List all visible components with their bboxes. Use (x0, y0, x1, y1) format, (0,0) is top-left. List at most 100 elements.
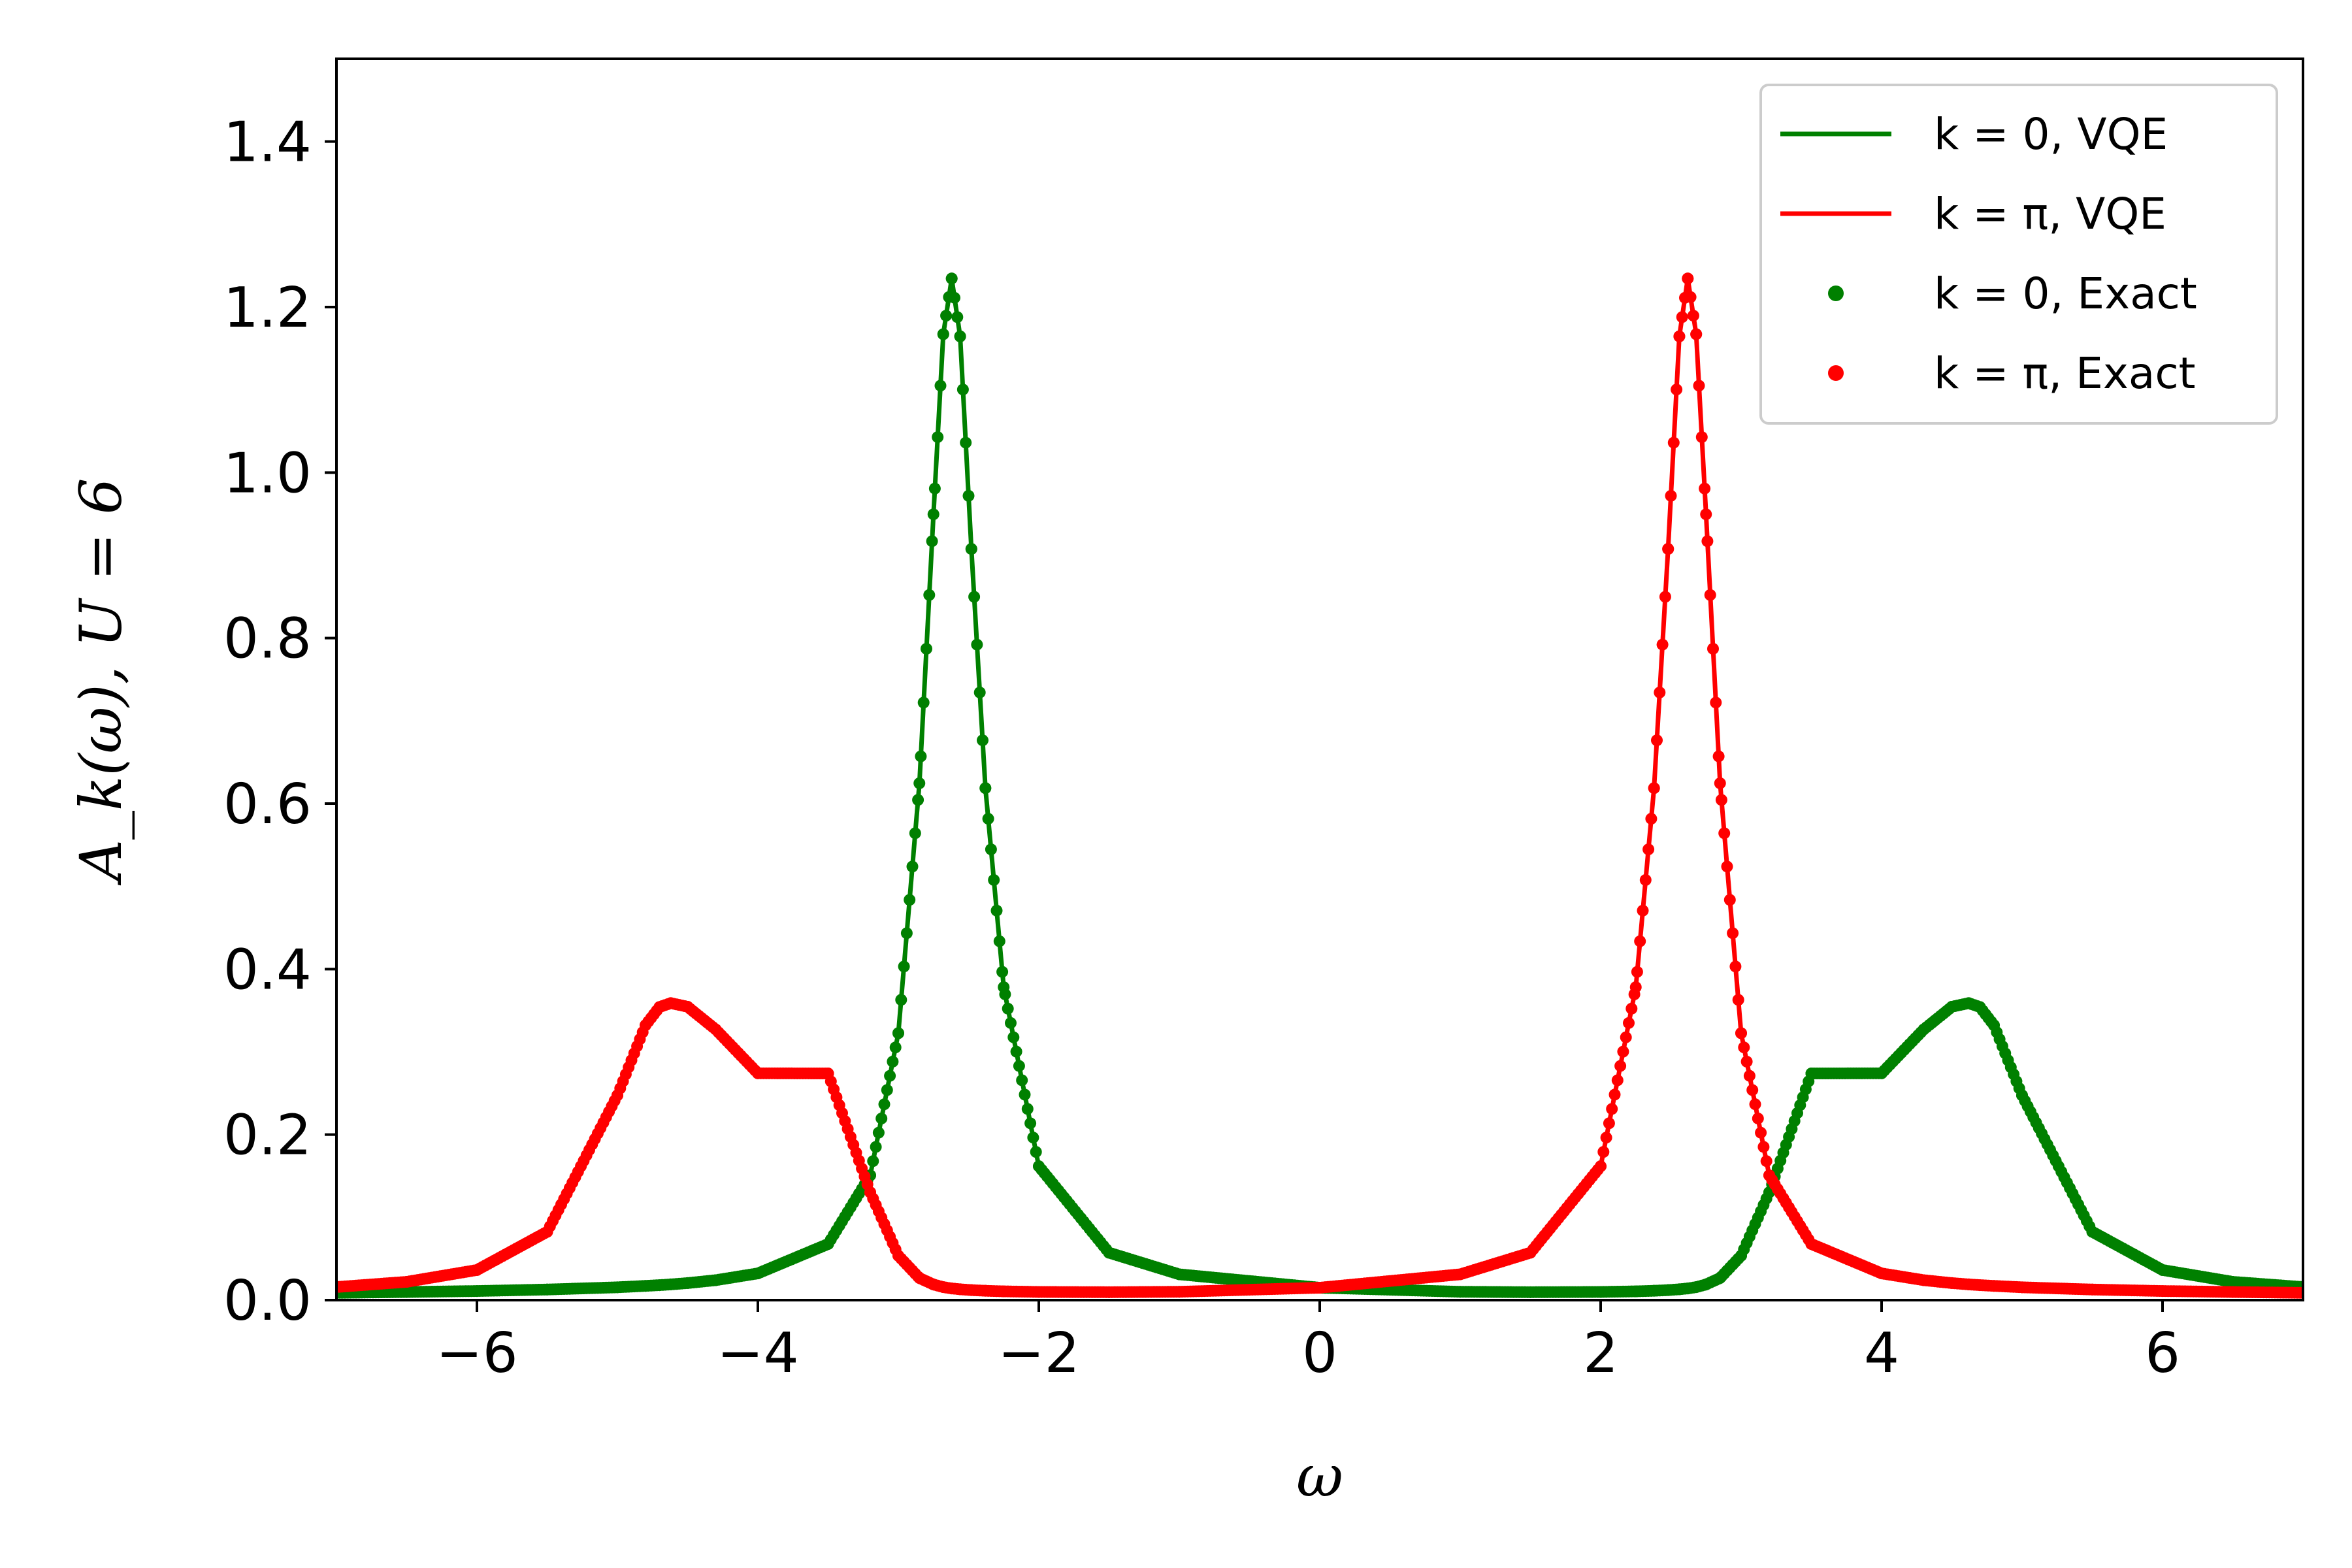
data-point (1673, 330, 1686, 342)
data-point (1024, 1117, 1037, 1130)
data-point (1628, 988, 1641, 1000)
data-point (927, 508, 939, 521)
data-point (1013, 1060, 1025, 1072)
data-point (1606, 1103, 1618, 1115)
x-axis: −6 −4 −2 0 2 4 6 (436, 1300, 2180, 1386)
legend-entries: k = 0, VQE k = π, VQE k = 0, Exact k = π, E… (1780, 109, 2197, 399)
data-point (962, 489, 975, 502)
data-point (956, 384, 969, 396)
data-point (940, 310, 953, 322)
data-point (1645, 813, 1658, 825)
data-point (1749, 1098, 1761, 1111)
data-point (999, 988, 1011, 1000)
data-point (1714, 777, 1726, 789)
data-point (937, 328, 949, 340)
data-point (889, 1041, 902, 1054)
data-point (1625, 1002, 1638, 1015)
data-point (982, 813, 994, 825)
data-point (1642, 843, 1655, 856)
data-point (1021, 1103, 1034, 1115)
data-point (1682, 272, 1694, 285)
data-point (932, 431, 944, 444)
data-point (1676, 311, 1688, 323)
data-point (1732, 994, 1744, 1006)
data-point (887, 1055, 899, 1068)
legend-label: k = 0, Exact (1934, 269, 2197, 319)
data-point (968, 591, 981, 603)
data-point (2297, 1286, 2303, 1299)
data-point (906, 860, 919, 873)
data-point (909, 827, 921, 840)
data-point (1740, 1055, 1753, 1068)
data-point (949, 291, 960, 304)
series-dots-k-0-exact (336, 272, 2303, 1299)
y-tick-label: 1.4 (223, 110, 312, 175)
data-point (1623, 1017, 1635, 1029)
data-point (1710, 696, 1722, 709)
data-point (1631, 966, 1643, 978)
data-point (923, 589, 936, 601)
data-point (1727, 927, 1739, 939)
y-tick-label: 0.2 (223, 1103, 312, 1168)
data-point (1656, 638, 1669, 651)
data-point (1695, 431, 1708, 444)
y-tick-label: 0.8 (223, 607, 312, 672)
data-point (960, 436, 972, 449)
data-point (971, 638, 983, 651)
data-point (945, 272, 958, 285)
data-point (926, 535, 938, 547)
data-point (1755, 1126, 1767, 1139)
legend-label: k = π, VQE (1934, 189, 2166, 239)
data-point (965, 543, 977, 555)
data-point (1752, 1112, 1764, 1124)
data-point (1662, 543, 1674, 555)
data-point (1715, 794, 1727, 806)
data-point (954, 330, 966, 342)
x-tick-label: −6 (436, 1321, 517, 1386)
data-point (1700, 508, 1712, 521)
data-point (1684, 291, 1697, 303)
data-point (934, 380, 947, 392)
data-point (979, 782, 992, 794)
data-point (870, 1141, 882, 1153)
data-point (892, 1027, 904, 1039)
x-tick-label: −4 (717, 1321, 798, 1386)
data-point (1667, 436, 1680, 449)
data-point (912, 794, 924, 806)
legend-label: k = 0, VQE (1934, 109, 2168, 159)
data-point (881, 1084, 893, 1096)
series-dots-k-exact (336, 272, 2303, 1299)
data-point (1699, 482, 1711, 495)
x-tick-label: 0 (1302, 1321, 1337, 1386)
data-point (1637, 904, 1649, 917)
data-point (1712, 750, 1725, 762)
data-point (1609, 1088, 1621, 1101)
data-point (1002, 1002, 1014, 1015)
data-point (1597, 1146, 1610, 1158)
data-point (1030, 1146, 1042, 1158)
data-point (900, 927, 913, 939)
data-point (1671, 384, 1683, 396)
legend-dot-swatch (1828, 286, 1844, 301)
data-point (1735, 1027, 1747, 1039)
legend-label: k = π, Exact (1934, 348, 2196, 399)
data-point (951, 311, 964, 323)
data-point (1690, 328, 1703, 340)
data-point (1007, 1031, 1020, 1043)
y-tick-label: 1.2 (223, 276, 312, 340)
data-point (1757, 1141, 1770, 1153)
data-point (985, 843, 997, 856)
data-point (1600, 1132, 1612, 1144)
data-point (878, 1098, 890, 1111)
data-point (921, 643, 932, 655)
data-point (1693, 380, 1705, 392)
data-point (917, 696, 930, 709)
data-point (913, 777, 926, 789)
y-tick-label: 1.0 (223, 441, 312, 506)
data-point (1665, 489, 1677, 502)
data-point (1016, 1074, 1028, 1086)
x-axis-label: ω (1296, 1443, 1343, 1510)
x-tick-label: 6 (2145, 1321, 2180, 1386)
y-tick-label: 0.6 (223, 772, 312, 837)
